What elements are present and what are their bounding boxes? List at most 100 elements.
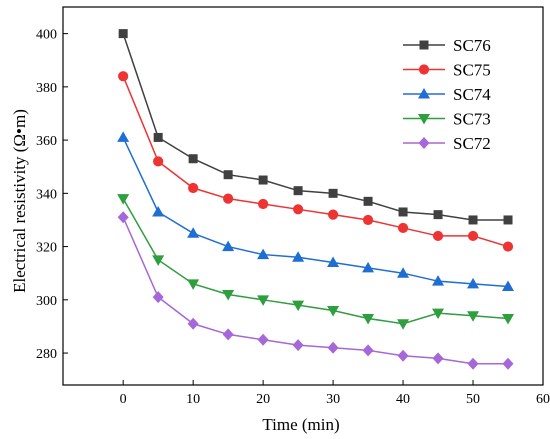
marker-diamond bbox=[117, 211, 129, 224]
x-tick-label: 30 bbox=[326, 392, 340, 407]
marker-circle bbox=[293, 204, 304, 215]
y-tick-label: 300 bbox=[36, 294, 57, 309]
marker-triangle-up bbox=[418, 88, 430, 99]
legend-label: SC72 bbox=[453, 134, 491, 153]
legend-item-sc72: SC72 bbox=[403, 134, 491, 153]
marker-triangle-up bbox=[502, 280, 515, 292]
marker-circle bbox=[502, 241, 514, 252]
series-sc74 bbox=[117, 131, 515, 292]
marker-triangle-down bbox=[327, 305, 340, 317]
marker-triangle-up bbox=[117, 131, 130, 142]
marker-circle bbox=[153, 156, 164, 167]
y-tick-label: 400 bbox=[36, 28, 57, 43]
y-tick-label: 360 bbox=[36, 134, 57, 149]
marker-triangle-up bbox=[222, 240, 235, 252]
marker-diamond bbox=[467, 357, 479, 370]
legend-label: SC73 bbox=[453, 110, 491, 129]
series-line bbox=[122, 198, 509, 325]
marker-triangle-up bbox=[292, 251, 305, 262]
series-line bbox=[122, 75, 509, 248]
marker-square bbox=[153, 132, 163, 142]
marker-square bbox=[258, 175, 268, 185]
marker-circle bbox=[118, 71, 129, 82]
y-axis: 280 300 320 340 360 380 400 bbox=[36, 28, 68, 362]
legend-item-sc76: SC76 bbox=[403, 36, 491, 55]
marker-triangle-down bbox=[502, 313, 515, 325]
marker-diamond bbox=[327, 341, 339, 354]
marker-triangle-up bbox=[187, 227, 200, 238]
marker-triangle-down bbox=[187, 279, 200, 290]
marker-triangle-up bbox=[327, 256, 340, 268]
marker-circle bbox=[432, 230, 444, 242]
legend-label: SC74 bbox=[453, 85, 491, 104]
x-axis-title: Time (min) bbox=[262, 415, 339, 434]
legend: SC76 SC75 SC74 SC73 SC72 bbox=[403, 36, 491, 153]
marker-triangle-up bbox=[362, 261, 375, 273]
marker-circle bbox=[418, 64, 430, 75]
marker-diamond bbox=[292, 339, 304, 352]
marker-triangle-up bbox=[467, 277, 480, 289]
y-axis-title: Electrical resistivity (Ω•m) bbox=[10, 109, 29, 293]
marker-square bbox=[118, 29, 128, 39]
series-sc73 bbox=[117, 194, 515, 330]
marker-diamond bbox=[432, 352, 444, 365]
x-tick-label: 10 bbox=[186, 392, 200, 407]
plot-border bbox=[62, 6, 544, 386]
marker-circle bbox=[397, 222, 409, 234]
marker-diamond bbox=[222, 328, 234, 341]
plot-frame bbox=[62, 6, 544, 386]
marker-square bbox=[363, 196, 373, 206]
marker-square bbox=[419, 40, 429, 50]
marker-triangle-down bbox=[257, 295, 270, 306]
x-axis: 0 10 20 30 40 50 60 bbox=[120, 380, 550, 407]
marker-triangle-down bbox=[397, 319, 410, 330]
marker-diamond bbox=[362, 344, 374, 357]
marker-triangle-down bbox=[467, 311, 480, 322]
x-tick-label: 60 bbox=[536, 392, 550, 407]
x-tick-label: 40 bbox=[396, 392, 410, 407]
marker-diamond bbox=[418, 137, 430, 149]
marker-triangle-down bbox=[292, 300, 305, 312]
y-tick-label: 340 bbox=[36, 187, 57, 202]
marker-triangle-up bbox=[397, 267, 410, 278]
marker-triangle-up bbox=[432, 275, 445, 286]
y-tick-label: 280 bbox=[36, 347, 57, 362]
legend-item-sc75: SC75 bbox=[403, 61, 491, 80]
marker-triangle-down bbox=[222, 289, 235, 301]
marker-triangle-up bbox=[257, 248, 270, 260]
marker-square bbox=[433, 210, 443, 220]
series-layer bbox=[117, 29, 515, 370]
marker-triangle-down bbox=[362, 313, 375, 325]
marker-square bbox=[293, 186, 303, 196]
x-tick-label: 50 bbox=[466, 392, 480, 407]
marker-diamond bbox=[257, 333, 269, 346]
x-tick-label: 20 bbox=[256, 392, 270, 407]
marker-diamond bbox=[397, 349, 409, 362]
marker-circle bbox=[258, 198, 269, 210]
marker-triangle-down bbox=[117, 194, 130, 205]
legend-label: SC76 bbox=[453, 36, 491, 55]
marker-circle bbox=[188, 182, 199, 194]
y-tick-label: 380 bbox=[36, 81, 57, 96]
marker-circle bbox=[467, 230, 479, 242]
marker-triangle-down bbox=[152, 255, 165, 266]
legend-item-sc74: SC74 bbox=[403, 85, 491, 104]
x-tick-label: 0 bbox=[120, 392, 127, 407]
series-line bbox=[122, 33, 509, 221]
marker-circle bbox=[327, 209, 339, 220]
marker-triangle-down bbox=[418, 114, 430, 125]
series-sc75 bbox=[118, 71, 514, 252]
marker-square bbox=[468, 215, 478, 225]
series-sc76 bbox=[118, 29, 513, 225]
marker-diamond bbox=[152, 291, 164, 304]
marker-circle bbox=[223, 193, 234, 204]
marker-triangle-down bbox=[432, 308, 445, 320]
marker-square bbox=[188, 154, 198, 164]
legend-item-sc73: SC73 bbox=[403, 110, 491, 129]
marker-square bbox=[328, 188, 338, 198]
marker-square bbox=[223, 170, 233, 180]
marker-square bbox=[503, 215, 513, 225]
marker-square bbox=[398, 207, 408, 217]
marker-triangle-up bbox=[152, 205, 165, 217]
